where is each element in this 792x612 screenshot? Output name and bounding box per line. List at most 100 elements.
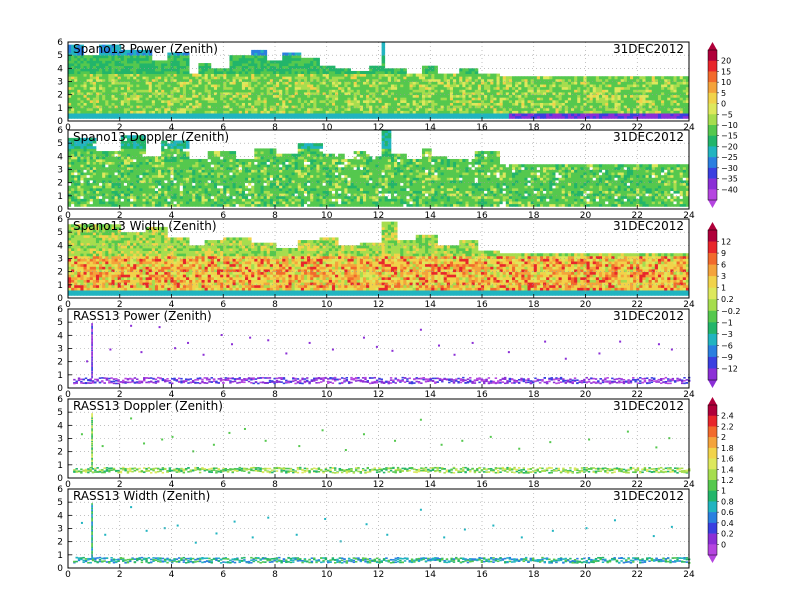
cell: [254, 110, 258, 114]
cell: [524, 81, 528, 85]
cell: [567, 110, 572, 114]
cell: [300, 63, 305, 67]
cell: [453, 92, 457, 96]
cell: [176, 60, 181, 64]
cell: [319, 110, 324, 114]
cell: [595, 76, 600, 80]
cell: [92, 81, 97, 85]
cell: [630, 105, 634, 109]
cell: [397, 73, 401, 77]
cell: [80, 78, 84, 82]
cell: [328, 92, 333, 96]
cell: [99, 65, 103, 69]
cell: [670, 99, 674, 103]
cell: [555, 81, 559, 85]
cell: [68, 65, 72, 69]
cell: [297, 76, 302, 80]
cell: [213, 107, 218, 111]
cell: [459, 97, 463, 101]
cell: [111, 78, 115, 82]
cell: [462, 105, 466, 109]
cell: [428, 76, 432, 80]
cell: [99, 166, 103, 170]
cell: [80, 57, 84, 61]
cell: [276, 92, 280, 96]
cell: [443, 113, 448, 117]
cell: [86, 76, 91, 80]
cell: [589, 107, 594, 111]
cell: [673, 97, 677, 101]
cell: [390, 105, 395, 109]
cell: [77, 115, 81, 119]
cell: [583, 89, 587, 93]
cell: [400, 73, 404, 77]
cell: [111, 63, 115, 67]
cell: [465, 68, 469, 72]
cell: [493, 97, 497, 101]
cell: [412, 81, 417, 85]
cell: [319, 99, 324, 103]
cell: [598, 81, 603, 85]
cell: [642, 78, 646, 82]
cell: [89, 78, 94, 82]
cell: [126, 102, 131, 106]
cell: [133, 153, 137, 157]
cell: [546, 78, 550, 82]
cell: [434, 105, 438, 109]
cell: [387, 107, 392, 111]
cell: [505, 89, 510, 93]
cell: [338, 78, 342, 82]
cell: [74, 47, 78, 51]
cell: [288, 68, 292, 72]
cell: [80, 49, 84, 53]
cell: [235, 65, 240, 69]
cell: [238, 86, 243, 90]
cell: [546, 92, 550, 96]
cell: [583, 94, 587, 98]
cell: [645, 97, 650, 101]
cell: [661, 84, 665, 88]
cell: [111, 158, 115, 162]
cell: [319, 86, 324, 90]
cell: [617, 113, 622, 117]
x-tick-label: 24: [683, 123, 695, 133]
cell: [639, 97, 643, 101]
cell: [418, 94, 423, 98]
cell: [99, 113, 103, 117]
cell: [95, 180, 100, 184]
cell: [586, 113, 591, 117]
cell: [126, 55, 131, 59]
cell: [161, 78, 165, 82]
cell: [614, 97, 618, 101]
cell: [133, 76, 137, 80]
cell: [325, 105, 330, 109]
cell: [185, 182, 190, 186]
cell: [462, 94, 466, 98]
cell: [201, 65, 206, 69]
cell: [639, 86, 643, 90]
cell: [108, 156, 112, 160]
cell: [145, 49, 150, 53]
cell: [620, 84, 625, 88]
cell: [71, 63, 75, 67]
cell: [642, 105, 646, 109]
cell: [425, 65, 429, 69]
cell: [679, 84, 684, 88]
cell: [645, 94, 650, 98]
cell: [493, 110, 497, 114]
cell: [502, 99, 507, 103]
cell: [108, 49, 112, 53]
cell: [341, 76, 345, 80]
cell: [456, 110, 460, 114]
cell: [279, 107, 283, 111]
cell: [425, 113, 429, 117]
cell: [182, 57, 187, 61]
cell: [71, 81, 75, 85]
cell: [639, 81, 643, 85]
cell: [294, 102, 299, 106]
cell: [307, 65, 311, 69]
cell: [437, 113, 441, 117]
cell: [148, 193, 153, 197]
cell: [158, 99, 162, 103]
cell: [409, 92, 414, 96]
